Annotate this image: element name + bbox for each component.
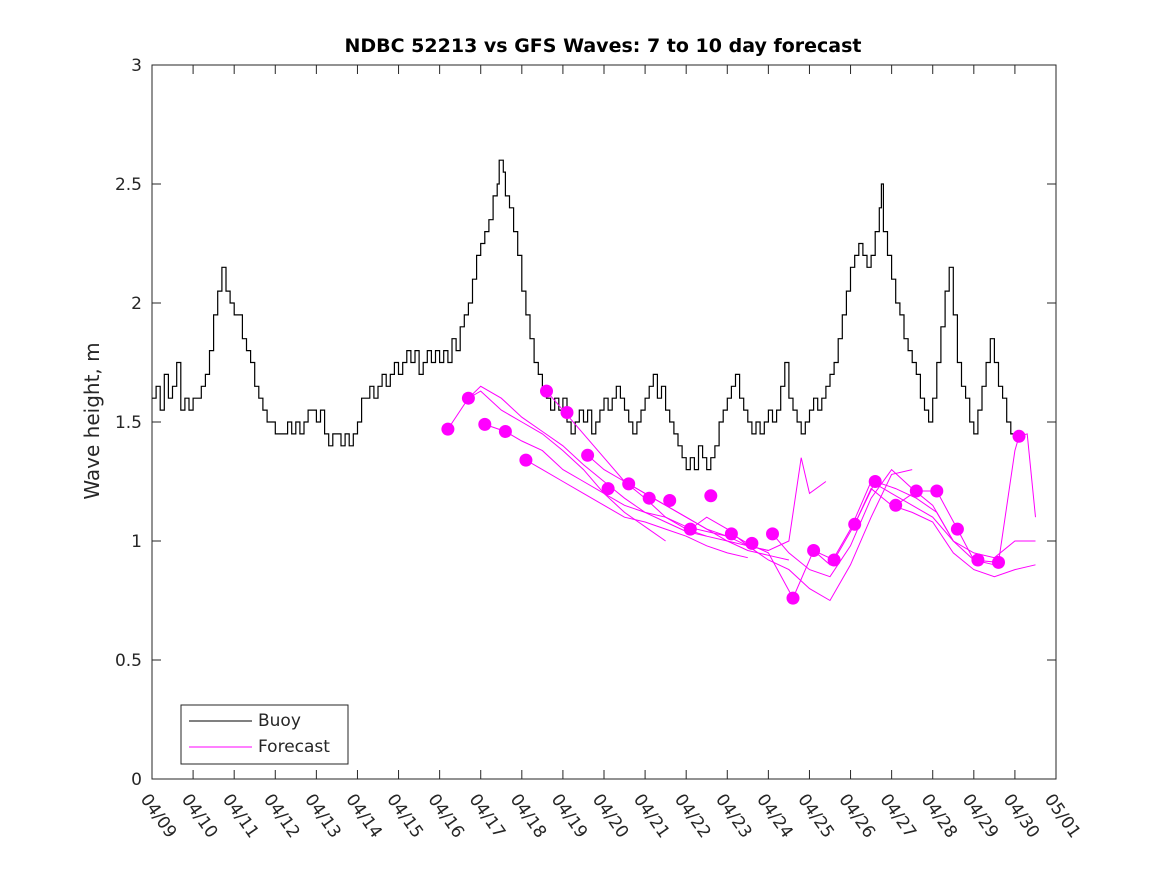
forecast-point: [478, 417, 492, 431]
axes-box: [151, 64, 1057, 780]
forecast-line: [628, 457, 827, 552]
forecast-point: [786, 591, 800, 605]
forecast-point: [868, 475, 882, 488]
forecast-line: [546, 390, 769, 551]
forecast-point: [519, 453, 533, 467]
forecast-point: [622, 477, 636, 491]
forecast-point: [909, 484, 923, 498]
forecast-point: [540, 384, 553, 398]
forecast-point: [683, 522, 697, 536]
forecast-markers: [441, 384, 1026, 605]
legend: Buoy Forecast: [180, 704, 349, 765]
forecast-point: [807, 544, 821, 557]
forecast-line: [731, 480, 954, 600]
forecast-point: [992, 555, 1005, 569]
forecast-point: [498, 425, 512, 438]
forecast-point: [745, 536, 759, 550]
forecast-point: [971, 553, 985, 567]
y-axis: 0 0.5 1 1.5 2 2.5 3: [115, 56, 1056, 790]
forecast-line: [813, 480, 1036, 566]
forecast-point: [766, 527, 779, 541]
buoy-series: [152, 159, 1015, 471]
y-tick-label: 2: [131, 294, 142, 314]
y-tick-label: 3: [131, 56, 142, 76]
forecast-point: [461, 391, 475, 405]
plot-area: [151, 64, 1057, 780]
y-tick-label: 1: [131, 532, 142, 552]
forecast-point: [441, 422, 455, 436]
forecast-line: [772, 468, 995, 578]
forecast-point: [724, 527, 738, 541]
forecast-line: [854, 487, 1036, 578]
y-tick-label: 1.5: [115, 413, 142, 433]
forecast-point: [642, 491, 656, 505]
forecast-point: [1012, 429, 1026, 443]
forecast-point: [848, 517, 862, 531]
forecast-point: [581, 448, 595, 462]
y-tick-label: 0.5: [115, 651, 142, 671]
forecast-point: [601, 482, 615, 496]
forecast-point: [827, 553, 841, 567]
forecast-line: [690, 469, 913, 602]
y-tick-label: 2.5: [115, 175, 142, 195]
legend-buoy-label: Buoy: [258, 711, 301, 731]
forecast-line: [525, 459, 748, 559]
legend-forecast-label: Forecast: [258, 737, 330, 757]
y-tick-label: 0: [131, 770, 142, 790]
forecast-line: [468, 385, 707, 537]
buoy-line: [152, 159, 1015, 471]
y-axis-label: Wave height, m: [80, 342, 104, 499]
forecast-point: [930, 484, 944, 498]
forecast-line: [447, 390, 666, 542]
forecast-point: [950, 522, 964, 536]
forecast-point: [889, 498, 903, 512]
forecast-point: [663, 494, 677, 507]
forecast-point: [704, 489, 718, 503]
legend-box: [180, 704, 349, 765]
chart-title: NDBC 52213 vs GFS Waves: 7 to 10 day for…: [344, 35, 861, 57]
forecast-point: [560, 406, 574, 419]
